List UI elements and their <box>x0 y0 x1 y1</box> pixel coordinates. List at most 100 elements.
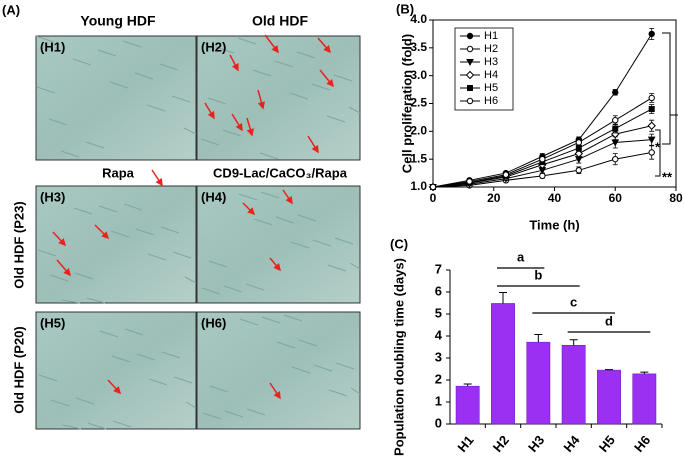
cell-texture <box>252 69 272 77</box>
legend-marker <box>466 32 474 40</box>
x-tick-label: H3 <box>525 432 547 454</box>
point <box>612 155 619 163</box>
x-tick-label: H6 <box>631 432 653 454</box>
significance-label: b <box>534 267 542 282</box>
cell-texture <box>184 276 197 284</box>
cell-texture <box>326 115 346 123</box>
bracket <box>655 129 661 177</box>
micrograph <box>35 35 197 161</box>
cell-texture <box>124 328 144 336</box>
cell-texture <box>200 138 220 146</box>
y-tick-label: 2.0 <box>410 124 427 138</box>
y-tick-label: 3.5 <box>410 40 427 54</box>
cell-texture <box>97 49 117 57</box>
cell-texture <box>239 318 259 326</box>
cell-texture <box>222 129 242 137</box>
image-label: (H6) <box>201 315 226 330</box>
error-bar <box>463 383 472 387</box>
legend-label: H5 <box>484 82 498 94</box>
error-bar <box>640 371 649 374</box>
y-tick-label: 3.0 <box>410 68 427 82</box>
arrow <box>264 34 279 54</box>
cell-texture <box>328 389 348 397</box>
y-tick-label: 1.5 <box>410 151 427 165</box>
point <box>648 30 655 38</box>
y-tick-label: 2 <box>435 371 442 386</box>
y-tick-label: 4.0 <box>410 12 427 26</box>
y-tick-label: 3 <box>435 349 442 364</box>
cell-texture <box>73 207 93 215</box>
error-bar <box>499 291 507 304</box>
arrow <box>246 117 254 137</box>
image-label: (H2) <box>201 39 226 54</box>
point <box>575 145 582 152</box>
arrow <box>282 189 293 205</box>
annotation: ** <box>662 169 673 184</box>
arrow <box>269 382 281 400</box>
cell-texture <box>122 40 142 48</box>
micrograph <box>35 311 197 430</box>
y-axis-label: Cell proliferation (fold) <box>399 34 414 173</box>
x-tick-label: H2 <box>490 432 512 454</box>
micrograph <box>196 35 361 161</box>
legend-label: H4 <box>484 69 498 81</box>
arrow <box>56 259 71 277</box>
cell-texture <box>289 92 309 100</box>
cell-texture <box>48 118 68 126</box>
cell-texture <box>35 35 55 43</box>
cell-texture <box>333 74 353 82</box>
cell-texture <box>37 249 57 257</box>
cell-texture <box>275 216 295 224</box>
cell-texture <box>183 127 197 135</box>
cell-texture <box>334 237 354 245</box>
arrow <box>269 257 281 272</box>
cell-texture <box>109 81 129 89</box>
cell-texture <box>296 51 316 59</box>
cell-texture <box>223 285 243 293</box>
cell-texture <box>146 104 166 112</box>
cell-texture <box>209 385 229 393</box>
cell-texture <box>75 397 95 405</box>
cell-texture <box>298 339 318 347</box>
x-tick-label: 80 <box>669 191 683 205</box>
error-bar <box>534 333 543 343</box>
cell-texture <box>160 226 180 234</box>
legend-label: H2 <box>484 43 498 55</box>
arrow <box>319 69 334 88</box>
cell-texture <box>148 378 168 386</box>
point <box>429 183 437 191</box>
cell-texture <box>74 272 94 280</box>
panel-label: (B) <box>396 1 414 16</box>
arrow <box>231 113 243 132</box>
arrow <box>229 54 239 72</box>
cell-texture <box>274 60 294 68</box>
image-label: (H5) <box>40 315 65 330</box>
point <box>466 178 473 185</box>
cell-texture <box>135 228 155 236</box>
cell-texture <box>161 351 181 359</box>
column-title: Young HDF <box>80 13 156 29</box>
significance-label: d <box>605 313 613 328</box>
point <box>648 149 655 156</box>
cell-texture <box>238 193 258 201</box>
legend-label: H6 <box>484 95 498 107</box>
cell-texture <box>134 72 154 80</box>
point <box>647 136 656 144</box>
image-label: (H4) <box>201 189 226 204</box>
annotation: * <box>655 139 661 154</box>
arrow <box>107 379 122 395</box>
x-axis-label: Time (h) <box>529 217 579 232</box>
x-tick-label: H4 <box>560 432 583 455</box>
bar <box>455 385 480 425</box>
bar <box>561 344 586 425</box>
cell-texture <box>85 141 105 149</box>
cell-texture <box>207 97 227 105</box>
legend-label: H1 <box>484 30 498 42</box>
cell-texture <box>61 299 81 304</box>
cell-texture <box>259 152 279 160</box>
arrow <box>151 169 163 187</box>
point <box>648 106 655 113</box>
arrow <box>242 202 256 216</box>
x-tick-label: H1 <box>454 432 476 454</box>
